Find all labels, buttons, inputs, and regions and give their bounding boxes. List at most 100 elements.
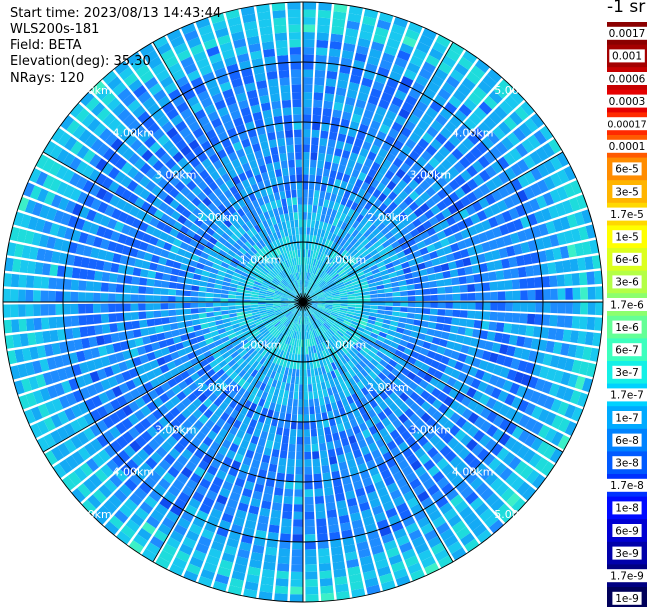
beta-bin [71, 327, 81, 339]
beta-bin [180, 466, 193, 479]
beta-bin [500, 508, 516, 524]
beta-bin [358, 323, 367, 329]
beta-bin [467, 399, 479, 411]
beta-bin [81, 113, 96, 128]
beta-bin [356, 326, 365, 333]
beta-bin [137, 90, 152, 104]
beta-bin [220, 294, 229, 299]
beta-bin [394, 231, 404, 240]
beta-bin [283, 114, 293, 123]
beta-bin [381, 417, 392, 428]
beta-bin [340, 294, 348, 298]
beta-bin [562, 387, 575, 402]
beta-bin [408, 259, 417, 267]
beta-bin [344, 35, 357, 45]
beta-bin [288, 303, 296, 306]
beta-bin [280, 299, 289, 302]
beta-bin [413, 484, 426, 496]
beta-bin [188, 139, 200, 151]
beta-bin [532, 326, 542, 338]
beta-bin [430, 294, 438, 301]
beta-bin [382, 319, 392, 325]
beta-bin [224, 355, 234, 364]
beta-bin [328, 456, 338, 465]
beta-bin [280, 304, 289, 307]
beta-bin [396, 250, 406, 259]
beta-bin [115, 198, 127, 211]
beta-bin [236, 208, 246, 218]
beta-bin [79, 462, 94, 477]
beta-bin [488, 321, 497, 331]
beta-bin [438, 61, 453, 75]
beta-bin [264, 416, 272, 426]
beta-bin [295, 257, 299, 265]
beta-bin [418, 453, 431, 465]
beta-bin [117, 449, 131, 463]
beta-bin [253, 316, 261, 321]
beta-bin [269, 327, 277, 334]
beta-bin [90, 347, 101, 359]
beta-bin [369, 236, 379, 245]
beta-bin [291, 330, 296, 339]
beta-bin [239, 495, 251, 505]
beta-bin [424, 209, 435, 220]
beta-bin [213, 311, 222, 317]
beta-bin [353, 355, 362, 363]
beta-bin [263, 265, 271, 272]
beta-bin [430, 359, 441, 369]
beta-bin [190, 76, 204, 89]
beta-bin [383, 338, 393, 346]
beta-bin [39, 387, 51, 402]
beta-bin [42, 372, 54, 386]
beta-bin [304, 279, 307, 288]
beta-bin [388, 201, 398, 212]
beta-bin [541, 276, 551, 288]
beta-bin [269, 362, 276, 371]
beta-bin [269, 354, 276, 363]
beta-bin [308, 189, 314, 198]
beta-bin [267, 432, 275, 442]
beta-bin [291, 564, 303, 572]
beta-bin [355, 99, 367, 109]
beta-bin [483, 206, 495, 219]
beta-bin [400, 302, 408, 307]
beta-bin [93, 314, 102, 324]
beta-bin [407, 302, 416, 307]
beta-bin [323, 288, 331, 293]
beta-bin [123, 294, 131, 302]
beta-bin [266, 306, 274, 310]
beta-bin [96, 143, 110, 157]
beta-bin [208, 53, 223, 64]
beta-bin [415, 74, 429, 87]
beta-bin [247, 128, 257, 138]
beta-bin [309, 281, 314, 289]
beta-bin [313, 312, 319, 319]
beta-bin [194, 83, 207, 95]
beta-bin [117, 233, 128, 245]
beta-bin [306, 324, 310, 332]
beta-bin [141, 548, 157, 562]
beta-bin [110, 231, 121, 242]
beta-bin [352, 283, 361, 288]
beta-bin [460, 195, 472, 207]
beta-bin [304, 287, 306, 295]
beta-bin [358, 548, 371, 559]
beta-bin [504, 182, 516, 195]
beta-bin [229, 134, 240, 145]
beta-bin [474, 311, 483, 320]
beta-bin [276, 323, 283, 330]
beta-bin [294, 289, 299, 296]
beta-bin [266, 352, 273, 361]
beta-bin [131, 320, 141, 329]
beta-bin [3, 273, 12, 287]
beta-bin [374, 385, 384, 395]
beta-bin [426, 328, 436, 336]
beta-bin [245, 283, 253, 289]
beta-bin [319, 316, 327, 322]
beta-bin [334, 264, 342, 272]
beta-bin [460, 169, 472, 182]
beta-bin [190, 302, 199, 308]
beta-bin [158, 459, 171, 472]
beta-bin [93, 123, 107, 137]
beta-bin [386, 180, 397, 191]
